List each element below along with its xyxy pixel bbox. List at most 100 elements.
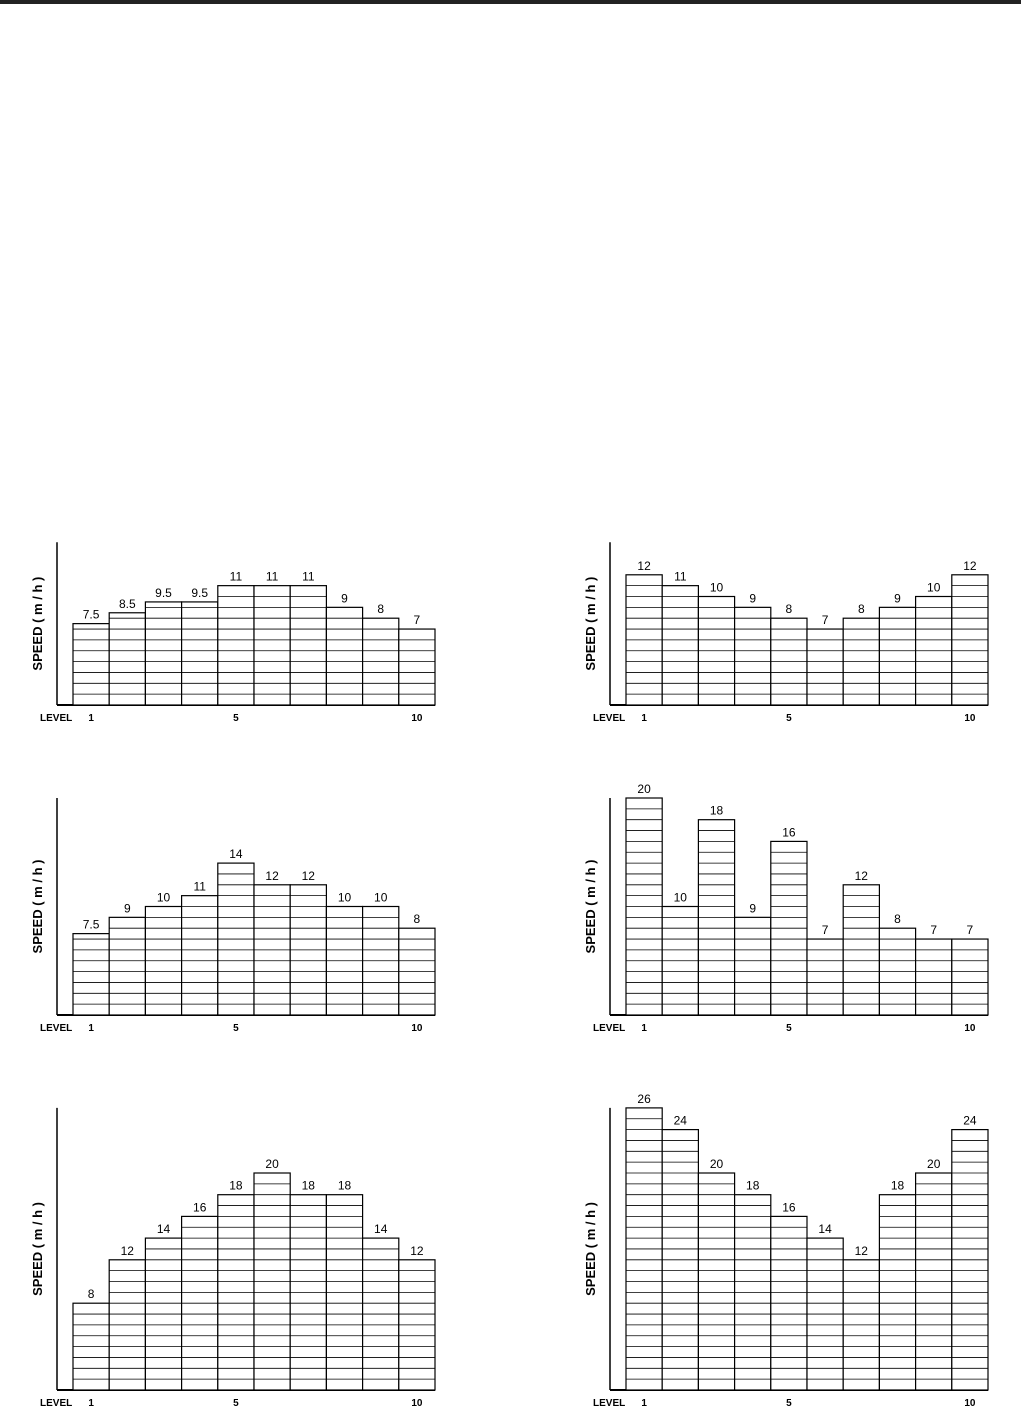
x-tick-label: 5 xyxy=(786,1023,792,1034)
value-label: 18 xyxy=(229,1179,243,1193)
value-label: 24 xyxy=(674,1114,688,1128)
x-tick-label: 10 xyxy=(411,1023,423,1034)
value-label: 7 xyxy=(822,613,829,627)
bar xyxy=(806,938,844,1016)
y-axis-label: SPEED ( m / h ) xyxy=(30,1202,45,1296)
value-label: 10 xyxy=(927,581,941,595)
value-label: 18 xyxy=(302,1179,316,1193)
value-label: 20 xyxy=(265,1157,279,1171)
value-label: 10 xyxy=(374,891,388,905)
value-label: 9 xyxy=(749,591,756,605)
value-label: 10 xyxy=(157,891,171,905)
value-label: 8 xyxy=(858,602,865,616)
value-label: 7.5 xyxy=(83,918,100,932)
value-label: 7.5 xyxy=(83,608,100,622)
value-label: 16 xyxy=(193,1200,207,1214)
bar xyxy=(181,895,219,1016)
x-tick-label: 10 xyxy=(964,713,976,724)
x-tick-label: 10 xyxy=(411,713,423,724)
x-tick-label: 5 xyxy=(786,1398,792,1408)
bar xyxy=(733,916,772,1016)
bar xyxy=(72,933,110,1016)
value-label: 18 xyxy=(338,1179,352,1193)
y-axis-label: SPEED ( m / h ) xyxy=(583,860,598,954)
x-tick-label: 1 xyxy=(88,1398,94,1408)
bar xyxy=(914,938,953,1016)
value-label: 12 xyxy=(121,1244,135,1258)
value-label: 8 xyxy=(414,912,421,926)
value-label: 9 xyxy=(894,591,901,605)
value-label: 10 xyxy=(710,581,724,595)
bar xyxy=(181,601,219,706)
bar xyxy=(108,612,146,706)
bar xyxy=(878,606,917,706)
y-axis-label: SPEED ( m / h ) xyxy=(583,577,598,671)
x-axis-label: LEVEL xyxy=(40,713,72,724)
bar xyxy=(72,623,110,706)
x-axis-label: LEVEL xyxy=(593,1398,625,1408)
y-axis-label: SPEED ( m / h ) xyxy=(30,860,45,954)
value-label: 14 xyxy=(157,1222,171,1236)
value-label: 14 xyxy=(374,1222,388,1236)
value-label: 16 xyxy=(782,825,796,839)
top-rule xyxy=(0,0,1021,4)
y-axis-label: SPEED ( m / h ) xyxy=(30,577,45,671)
value-label: 11 xyxy=(674,570,687,584)
x-tick-label: 5 xyxy=(233,1398,239,1408)
value-label: 7 xyxy=(967,923,974,937)
bar xyxy=(661,585,700,706)
value-label: 11 xyxy=(193,880,206,894)
value-label: 14 xyxy=(229,847,243,861)
value-label: 7 xyxy=(822,923,829,937)
x-tick-label: 1 xyxy=(88,713,94,724)
bar xyxy=(289,585,328,706)
value-label: 8 xyxy=(786,602,793,616)
value-label: 8 xyxy=(894,912,901,926)
value-label: 16 xyxy=(782,1200,796,1214)
bar xyxy=(217,585,255,706)
value-label: 9 xyxy=(124,901,131,915)
x-tick-label: 5 xyxy=(786,713,792,724)
x-tick-label: 10 xyxy=(964,1023,976,1034)
value-label: 10 xyxy=(674,891,688,905)
x-tick-label: 1 xyxy=(641,1023,647,1034)
value-label: 12 xyxy=(855,1244,869,1258)
x-axis-label: LEVEL xyxy=(593,713,625,724)
x-axis-label: LEVEL xyxy=(40,1398,72,1408)
x-axis-label: LEVEL xyxy=(40,1023,72,1034)
bar xyxy=(806,628,844,706)
value-label: 8.5 xyxy=(119,597,136,611)
value-label: 12 xyxy=(855,869,869,883)
value-label: 20 xyxy=(637,782,651,796)
value-label: 12 xyxy=(265,869,279,883)
value-label: 7 xyxy=(930,923,937,937)
x-tick-label: 1 xyxy=(88,1023,94,1034)
x-axis-label: LEVEL xyxy=(593,1023,625,1034)
value-label: 8 xyxy=(88,1287,95,1301)
value-label: 11 xyxy=(230,570,243,584)
value-label: 24 xyxy=(963,1114,977,1128)
value-label: 18 xyxy=(891,1179,905,1193)
bar xyxy=(144,601,183,706)
value-label: 20 xyxy=(927,1157,941,1171)
value-label: 12 xyxy=(963,559,977,573)
value-label: 9.5 xyxy=(191,586,208,600)
x-tick-label: 10 xyxy=(411,1398,423,1408)
bar xyxy=(733,606,772,706)
value-label: 14 xyxy=(818,1222,832,1236)
x-tick-label: 10 xyxy=(964,1398,976,1408)
x-tick-label: 5 xyxy=(233,1023,239,1034)
value-label: 12 xyxy=(302,869,316,883)
bar xyxy=(398,628,436,706)
value-label: 9 xyxy=(749,901,756,915)
bar xyxy=(325,606,364,706)
value-label: 11 xyxy=(302,570,315,584)
x-tick-label: 5 xyxy=(233,713,239,724)
bar xyxy=(253,585,291,706)
y-axis-label: SPEED ( m / h ) xyxy=(583,1202,598,1296)
value-label: 9.5 xyxy=(155,586,172,600)
x-tick-label: 1 xyxy=(641,713,647,724)
value-label: 18 xyxy=(710,804,724,818)
bar xyxy=(951,938,989,1016)
value-label: 7 xyxy=(414,613,421,627)
